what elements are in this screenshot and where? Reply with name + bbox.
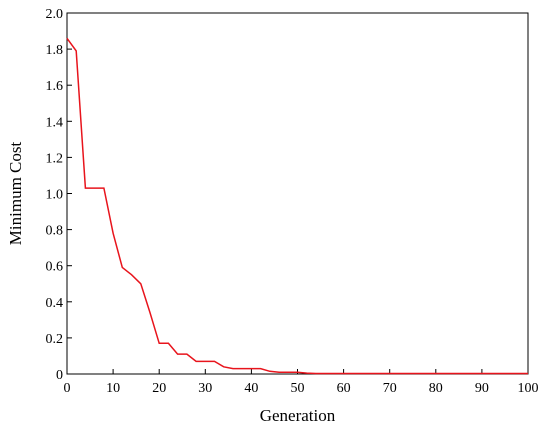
x-axis-ticks: 0 10 20 30 40 50 60 70 80 90 100 <box>64 369 539 396</box>
x-tick-label: 20 <box>152 381 166 396</box>
x-tick-label: 90 <box>475 381 489 396</box>
x-tick-label: 70 <box>383 381 397 396</box>
y-tick-label: 1.4 <box>46 115 64 130</box>
x-tick-label: 30 <box>198 381 212 396</box>
plot-frame <box>66 12 529 375</box>
y-tick-label: 1.8 <box>46 43 64 58</box>
y-tick-label: 0 <box>56 368 63 383</box>
y-axis-ticks: 0 0.2 0.4 0.6 0.8 1.0 1.2 1.4 1.6 1.8 2.0 <box>46 7 72 383</box>
x-tick-label: 0 <box>64 381 71 396</box>
x-tick-label: 80 <box>429 381 443 396</box>
y-tick-label: 0.6 <box>46 260 64 275</box>
x-axis-label: Generation <box>260 406 336 425</box>
x-tick-label: 40 <box>244 381 258 396</box>
y-tick-label: 1.2 <box>46 151 64 166</box>
y-tick-label: 0.4 <box>46 296 64 311</box>
y-tick-label: 1.6 <box>46 79 64 94</box>
x-tick-label: 10 <box>106 381 120 396</box>
y-tick-label: 0.8 <box>46 224 64 239</box>
x-tick-label: 50 <box>291 381 305 396</box>
series-line-minimum-cost <box>66 37 528 375</box>
x-tick-label: 100 <box>518 381 539 396</box>
y-tick-label: 2.0 <box>46 7 64 22</box>
y-tick-label: 0.2 <box>46 332 64 347</box>
y-axis-label: Minimum Cost <box>6 142 25 246</box>
y-tick-label: 1.0 <box>46 188 64 203</box>
x-tick-label: 60 <box>337 381 351 396</box>
